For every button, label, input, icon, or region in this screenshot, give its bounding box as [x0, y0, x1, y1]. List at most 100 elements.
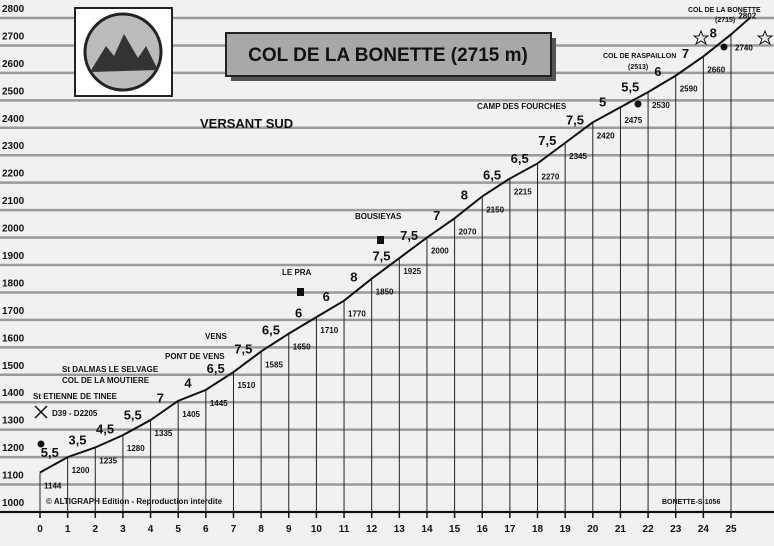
altitude-label: 1280 — [127, 444, 145, 453]
y-tick-label: 1600 — [2, 333, 25, 344]
profile-line — [39, 16, 752, 474]
x-tick-label: 16 — [477, 524, 489, 535]
altitude-label: 1335 — [155, 429, 173, 438]
chart-title: COL DE LA BONETTE (2715 m) — [248, 45, 528, 66]
x-tick-label: 22 — [643, 524, 655, 535]
gradient-label: 7,5 — [234, 342, 252, 357]
altitude-label: 1144 — [44, 481, 62, 490]
title-box: COL DE LA BONETTE (2715 m) — [225, 32, 556, 81]
y-tick-label: 1100 — [2, 471, 24, 482]
annotation: St DALMAS LE SELVAGE — [62, 365, 159, 374]
x-tick-label: 19 — [560, 524, 572, 535]
altitude-label: 2475 — [624, 116, 642, 125]
y-tick-label: 1500 — [2, 361, 25, 372]
y-tick-label: 2400 — [2, 114, 25, 125]
gradient-label: 7,5 — [538, 133, 556, 148]
y-tick-label: 2000 — [2, 224, 25, 235]
annotation: COL DE LA MOUTIERE — [62, 376, 150, 385]
gradient-label: 4 — [184, 375, 192, 390]
x-tick-label: 5 — [175, 524, 181, 535]
y-tick-label: 1000 — [2, 498, 25, 509]
altitude-label: 2740 — [735, 43, 753, 52]
annotation: CAMP DES FOURCHES — [477, 102, 567, 111]
x-tick-label: 0 — [37, 524, 43, 535]
gradient-label: 6,5 — [511, 151, 529, 166]
annotation: D39 - D2205 — [52, 409, 98, 418]
annotation: BOUSIEYAS — [355, 212, 402, 221]
place-marker — [720, 43, 728, 51]
altitude-label: 1235 — [99, 457, 117, 466]
gradient-label: 6,5 — [207, 361, 225, 376]
annotation: COL DE LA BONETTE — [688, 7, 761, 14]
altitude-label: 2530 — [652, 101, 670, 110]
place-marker — [37, 440, 45, 448]
altitude-label: 1850 — [376, 288, 394, 297]
x-tick-label: 1 — [65, 524, 71, 535]
x-tick-label: 6 — [203, 524, 209, 535]
y-tick-label: 2300 — [2, 141, 25, 152]
altitude-label: 1650 — [293, 343, 311, 352]
x-tick-label: 18 — [532, 524, 544, 535]
y-tick-label: 1300 — [2, 416, 25, 427]
altitude-label: 2270 — [542, 172, 560, 181]
gradient-label: 5 — [599, 95, 606, 110]
gradient-label: 6 — [323, 289, 330, 304]
x-tick-label: 23 — [670, 524, 682, 535]
place-marker — [34, 405, 48, 419]
place-marker — [634, 100, 642, 108]
altitude-label: 1710 — [320, 326, 338, 335]
altitude-label: 2000 — [431, 247, 449, 256]
gradient-label: 8 — [710, 25, 717, 40]
annotation: PONT DE VENS — [165, 352, 225, 361]
altitude-label: 2802 — [738, 11, 756, 20]
altitude-label: 1925 — [403, 267, 421, 276]
x-tick-label: 7 — [231, 524, 237, 535]
annotation: (2715) — [715, 17, 735, 24]
y-tick-label: 2100 — [2, 196, 25, 207]
y-tick-label: 2200 — [2, 169, 25, 180]
gradient-label: 5,5 — [124, 408, 142, 423]
y-tick-label: 2600 — [2, 59, 25, 70]
gradient-label: 3,5 — [68, 432, 86, 447]
altitude-label: 1770 — [348, 310, 366, 319]
annotation: LE PRA — [282, 268, 312, 277]
gradient-label: 8 — [350, 270, 357, 285]
annotation: © ALTIGRAPH Edition - Reproduction inter… — [46, 497, 223, 506]
y-tick-label: 2700 — [2, 31, 25, 42]
gradient-label: 6,5 — [262, 323, 280, 338]
gradient-label: 5,5 — [621, 80, 639, 95]
village-marker — [297, 288, 304, 296]
altitude-label: 2420 — [597, 131, 615, 140]
altitude-label: 2345 — [569, 152, 587, 161]
altitude-label: 1510 — [237, 381, 255, 390]
gradient-label: 8 — [461, 187, 468, 202]
altitude-label: 1200 — [72, 466, 90, 475]
y-tick-label: 2500 — [2, 86, 25, 97]
altitude-label: 1445 — [210, 399, 228, 408]
altitude-label: 2660 — [707, 65, 725, 74]
x-tick-label: 3 — [120, 524, 126, 535]
gradient-label: 7,5 — [372, 248, 390, 263]
altitude-label: 1585 — [265, 360, 283, 369]
y-tick-label: 1400 — [2, 388, 25, 399]
x-tick-label: 11 — [339, 524, 350, 535]
x-tick-label: 10 — [311, 524, 323, 535]
annotation: VENS — [205, 332, 227, 341]
y-tick-label: 1800 — [2, 278, 25, 289]
y-tick-label: 1700 — [2, 306, 25, 317]
gradient-label: 4,5 — [96, 421, 114, 436]
x-tick-label: 9 — [286, 524, 292, 535]
x-tick-label: 21 — [615, 524, 627, 535]
gradient-label: 7,5 — [400, 228, 418, 243]
x-tick-label: 2 — [92, 524, 98, 535]
altitude-label: 2590 — [680, 85, 698, 94]
x-tick-label: 13 — [394, 524, 406, 535]
altitude-label: 2150 — [486, 205, 504, 214]
altitude-label: 1405 — [182, 410, 200, 419]
gradient-label: 7 — [157, 390, 164, 405]
y-tick-label: 1900 — [2, 251, 25, 262]
x-tick-label: 8 — [258, 524, 264, 535]
x-tick-label: 12 — [366, 524, 378, 535]
x-tick-label: 15 — [449, 524, 461, 535]
gradient-label: 5,5 — [41, 445, 59, 460]
